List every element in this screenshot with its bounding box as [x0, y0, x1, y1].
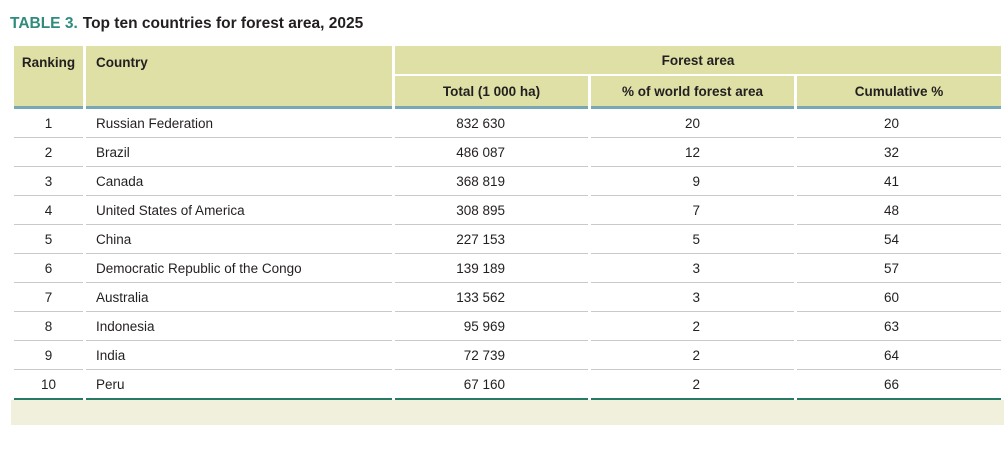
cumulative-pct-cell: 41 [797, 167, 1001, 196]
forest-area-table: Ranking Country Forest area Total (1 000… [11, 46, 1004, 400]
table-row: 3 Canada 368 819 9 41 [14, 167, 1001, 196]
ranking-cell: 2 [14, 138, 83, 167]
table-caption: TABLE 3. Top ten countries for forest are… [10, 14, 1004, 34]
cumulative-pct-cell: 63 [797, 312, 1001, 341]
ranking-cell: 4 [14, 196, 83, 225]
country-cell: Indonesia [86, 312, 392, 341]
ranking-cell: 7 [14, 283, 83, 312]
total-area-cell: 832 630 [395, 109, 588, 138]
cumulative-pct-cell: 60 [797, 283, 1001, 312]
total-area-cell: 227 153 [395, 225, 588, 254]
table-row: 7 Australia 133 562 3 60 [14, 283, 1001, 312]
table-caption-text: Top ten countries for forest area, 2025 [82, 15, 364, 32]
ranking-cell: 9 [14, 341, 83, 370]
column-header-pct-world: % of world forest area [591, 76, 794, 109]
country-cell: Canada [86, 167, 392, 196]
country-cell: Peru [86, 370, 392, 400]
ranking-cell: 5 [14, 225, 83, 254]
pct-world-forest-cell: 9 [591, 167, 794, 196]
total-area-cell: 486 087 [395, 138, 588, 167]
total-area-cell: 133 562 [395, 283, 588, 312]
column-header-total: Total (1 000 ha) [395, 76, 588, 109]
total-area-cell: 95 969 [395, 312, 588, 341]
table-caption-number: TABLE 3. [10, 15, 78, 32]
table-footer-band [11, 400, 1004, 425]
column-header-cumulative: Cumulative % [797, 76, 1001, 109]
pct-world-forest-cell: 2 [591, 370, 794, 400]
pct-world-forest-cell: 12 [591, 138, 794, 167]
cumulative-pct-cell: 57 [797, 254, 1001, 283]
table-body: 1 Russian Federation 832 630 20 20 2 Brazil 486… [14, 109, 1001, 400]
cumulative-pct-cell: 66 [797, 370, 1001, 400]
column-header-ranking: Ranking [14, 46, 83, 109]
ranking-cell: 1 [14, 109, 83, 138]
cumulative-pct-cell: 64 [797, 341, 1001, 370]
cumulative-pct-cell: 32 [797, 138, 1001, 167]
country-cell: Democratic Republic of the Congo [86, 254, 392, 283]
table-row: 4 United States of America 308 895 7 48 [14, 196, 1001, 225]
ranking-cell: 3 [14, 167, 83, 196]
pct-world-forest-cell: 2 [591, 312, 794, 341]
pct-world-forest-cell: 2 [591, 341, 794, 370]
total-area-cell: 72 739 [395, 341, 588, 370]
pct-world-forest-cell: 7 [591, 196, 794, 225]
country-cell: India [86, 341, 392, 370]
table-row: 2 Brazil 486 087 12 32 [14, 138, 1001, 167]
table-row: 10 Peru 67 160 2 66 [14, 370, 1001, 400]
country-cell: United States of America [86, 196, 392, 225]
table-row: 6 Democratic Republic of the Congo 139 189… [14, 254, 1001, 283]
table-row: 5 China 227 153 5 54 [14, 225, 1001, 254]
country-cell: Australia [86, 283, 392, 312]
country-cell: China [86, 225, 392, 254]
cumulative-pct-cell: 20 [797, 109, 1001, 138]
pct-world-forest-cell: 5 [591, 225, 794, 254]
table-row: 8 Indonesia 95 969 2 63 [14, 312, 1001, 341]
country-cell: Brazil [86, 138, 392, 167]
pct-world-forest-cell: 3 [591, 254, 794, 283]
table-row: 9 India 72 739 2 64 [14, 341, 1001, 370]
total-area-cell: 368 819 [395, 167, 588, 196]
column-header-country: Country [86, 46, 392, 109]
pct-world-forest-cell: 3 [591, 283, 794, 312]
ranking-cell: 8 [14, 312, 83, 341]
column-group-header-forest-area: Forest area [395, 46, 1001, 76]
ranking-cell: 6 [14, 254, 83, 283]
country-cell: Russian Federation [86, 109, 392, 138]
pct-world-forest-cell: 20 [591, 109, 794, 138]
table-header: Ranking Country Forest area Total (1 000… [14, 46, 1001, 109]
cumulative-pct-cell: 54 [797, 225, 1001, 254]
total-area-cell: 139 189 [395, 254, 588, 283]
total-area-cell: 308 895 [395, 196, 588, 225]
ranking-cell: 10 [14, 370, 83, 400]
total-area-cell: 67 160 [395, 370, 588, 400]
cumulative-pct-cell: 48 [797, 196, 1001, 225]
table-row: 1 Russian Federation 832 630 20 20 [14, 109, 1001, 138]
